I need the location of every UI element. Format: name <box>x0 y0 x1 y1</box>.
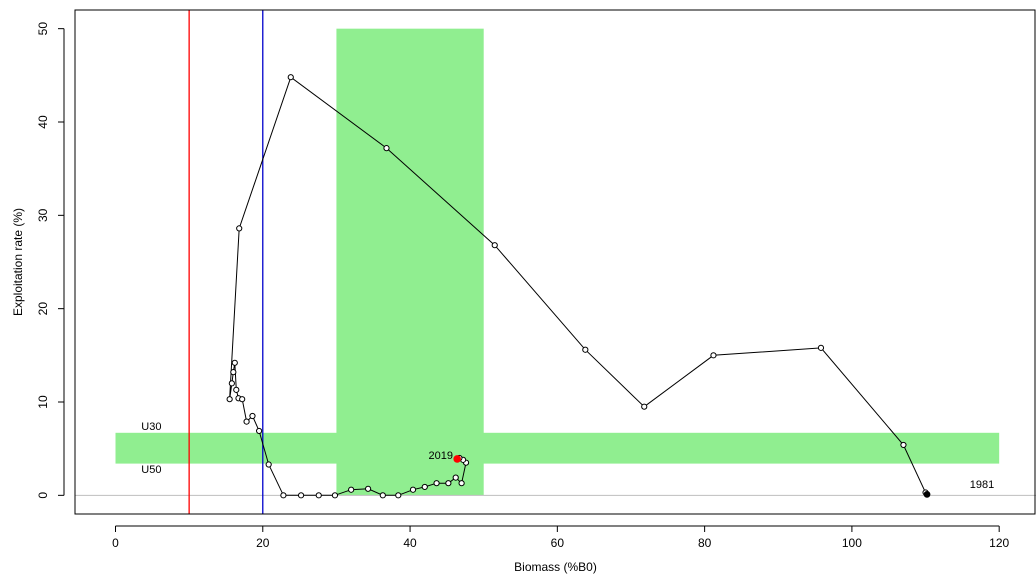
annotation-label: U50 <box>141 464 161 476</box>
data-point <box>491 242 498 249</box>
annotations: U30 U50 2019 1981 <box>141 421 994 491</box>
data-point <box>231 359 238 366</box>
data-point <box>331 492 339 499</box>
data-point <box>710 352 717 359</box>
data-point <box>582 346 589 353</box>
data-point <box>230 369 237 376</box>
trajectory-line <box>229 76 928 496</box>
target-biomass-band <box>336 28 484 496</box>
data-point <box>226 396 233 403</box>
x-tick-label: 0 <box>112 536 119 550</box>
data-point <box>287 74 294 81</box>
end-year-point <box>453 455 461 463</box>
data-point <box>817 344 825 351</box>
x-tick-label: 40 <box>403 536 417 550</box>
data-point <box>395 492 402 499</box>
x-tick-label: 120 <box>989 536 1009 550</box>
data-point <box>239 396 246 403</box>
y-axis-title: Exploitation rate (%) <box>11 208 25 316</box>
data-point <box>348 486 355 493</box>
x-tick-label: 60 <box>551 536 565 550</box>
reference-lines <box>75 10 1036 514</box>
data-point <box>243 418 250 425</box>
y-tick-label: 50 <box>36 22 50 36</box>
data-point <box>641 403 648 410</box>
data-point <box>364 485 372 492</box>
y-tick-label: 0 <box>36 492 50 499</box>
data-point <box>280 492 287 499</box>
y-tick-label: 40 <box>36 115 50 129</box>
x-tick-label: 80 <box>698 536 712 550</box>
annotation-label: U30 <box>141 421 161 433</box>
x-tick-label: 100 <box>842 536 862 550</box>
data-point <box>265 461 272 468</box>
exploitation-band <box>115 432 1000 464</box>
data-point <box>297 492 305 499</box>
data-point <box>236 225 243 232</box>
y-tick-label: 20 <box>36 302 50 316</box>
y-tick-label: 10 <box>36 395 50 409</box>
data-point <box>383 145 390 152</box>
data-point <box>421 483 428 491</box>
data-point <box>409 486 417 493</box>
annotation-label: 2019 <box>428 450 452 462</box>
x-tick-label: 20 <box>256 536 270 550</box>
x-axis: 0 20 40 60 80 100 120 <box>112 525 1010 550</box>
trajectory-series <box>226 74 931 499</box>
annotation-label: 1981 <box>970 479 994 491</box>
start-year-point <box>923 491 931 498</box>
data-point <box>315 492 322 499</box>
data-point <box>433 480 440 487</box>
data-point <box>458 480 465 487</box>
data-point <box>379 492 386 499</box>
data-point <box>900 441 907 449</box>
data-point <box>452 474 459 481</box>
data-point <box>255 427 263 435</box>
x-axis-title: Biomass (%B0) <box>514 560 597 574</box>
data-point <box>249 412 256 420</box>
data-point <box>445 480 452 487</box>
plot-frame <box>74 9 1036 515</box>
y-axis: 0 10 20 30 40 50 <box>36 22 65 499</box>
data-point <box>228 380 235 387</box>
data-point <box>233 386 240 393</box>
reference-bands <box>115 28 1000 496</box>
y-tick-label: 30 <box>36 208 50 222</box>
